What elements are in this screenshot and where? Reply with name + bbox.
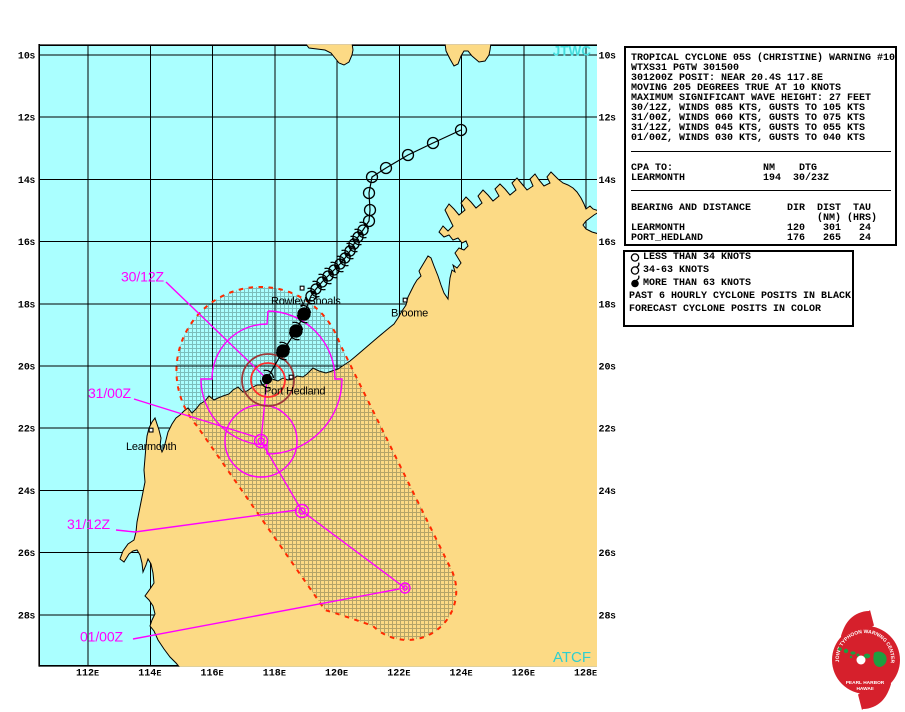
svg-text:JTWC: JTWC	[553, 44, 591, 59]
svg-text:14S: 14S	[599, 176, 616, 187]
svg-text:118E: 118E	[263, 669, 286, 680]
svg-text:20S: 20S	[18, 363, 35, 374]
svg-text:31/12Z: 31/12Z	[67, 516, 111, 532]
svg-text:Rowley Shoals: Rowley Shoals	[271, 296, 341, 308]
svg-text:114E: 114E	[138, 669, 161, 680]
svg-text:20S: 20S	[599, 363, 616, 374]
svg-text:01/00Z: 01/00Z	[80, 629, 124, 645]
svg-text:124E: 124E	[450, 669, 473, 680]
svg-text:18S: 18S	[18, 300, 35, 311]
svg-text:30/12Z: 30/12Z	[121, 269, 165, 285]
svg-text:31/00Z: 31/00Z	[88, 385, 132, 401]
svg-text:HAWAII: HAWAII	[856, 686, 874, 692]
svg-text:22S: 22S	[599, 425, 616, 436]
svg-text:PEARL HARBOR: PEARL HARBOR	[846, 680, 885, 686]
svg-text:10S: 10S	[599, 52, 616, 63]
svg-text:28S: 28S	[599, 611, 616, 622]
svg-text:116E: 116E	[201, 669, 224, 680]
svg-text:Broome: Broome	[391, 308, 428, 320]
svg-text:26S: 26S	[599, 549, 616, 560]
svg-text:24S: 24S	[18, 487, 35, 498]
svg-text:26S: 26S	[18, 549, 35, 560]
svg-text:18S: 18S	[599, 300, 616, 311]
svg-text:128E: 128E	[574, 669, 597, 680]
svg-text:112E: 112E	[76, 669, 99, 680]
svg-text:16S: 16S	[599, 238, 616, 249]
svg-text:16S: 16S	[18, 238, 35, 249]
svg-text:126E: 126E	[512, 669, 535, 680]
svg-text:122E: 122E	[387, 669, 410, 680]
svg-text:14S: 14S	[18, 176, 35, 187]
svg-text:12S: 12S	[18, 114, 35, 125]
svg-text:12S: 12S	[599, 114, 616, 125]
svg-text:Port Hedland: Port Hedland	[264, 386, 325, 398]
svg-text:28S: 28S	[18, 611, 35, 622]
svg-text:120E: 120E	[325, 669, 348, 680]
svg-text:22S: 22S	[18, 425, 35, 436]
svg-text:24S: 24S	[599, 487, 616, 498]
svg-text:Learmonth: Learmonth	[126, 441, 176, 453]
svg-text:ATCF: ATCF	[553, 649, 591, 666]
svg-text:10S: 10S	[18, 52, 35, 63]
